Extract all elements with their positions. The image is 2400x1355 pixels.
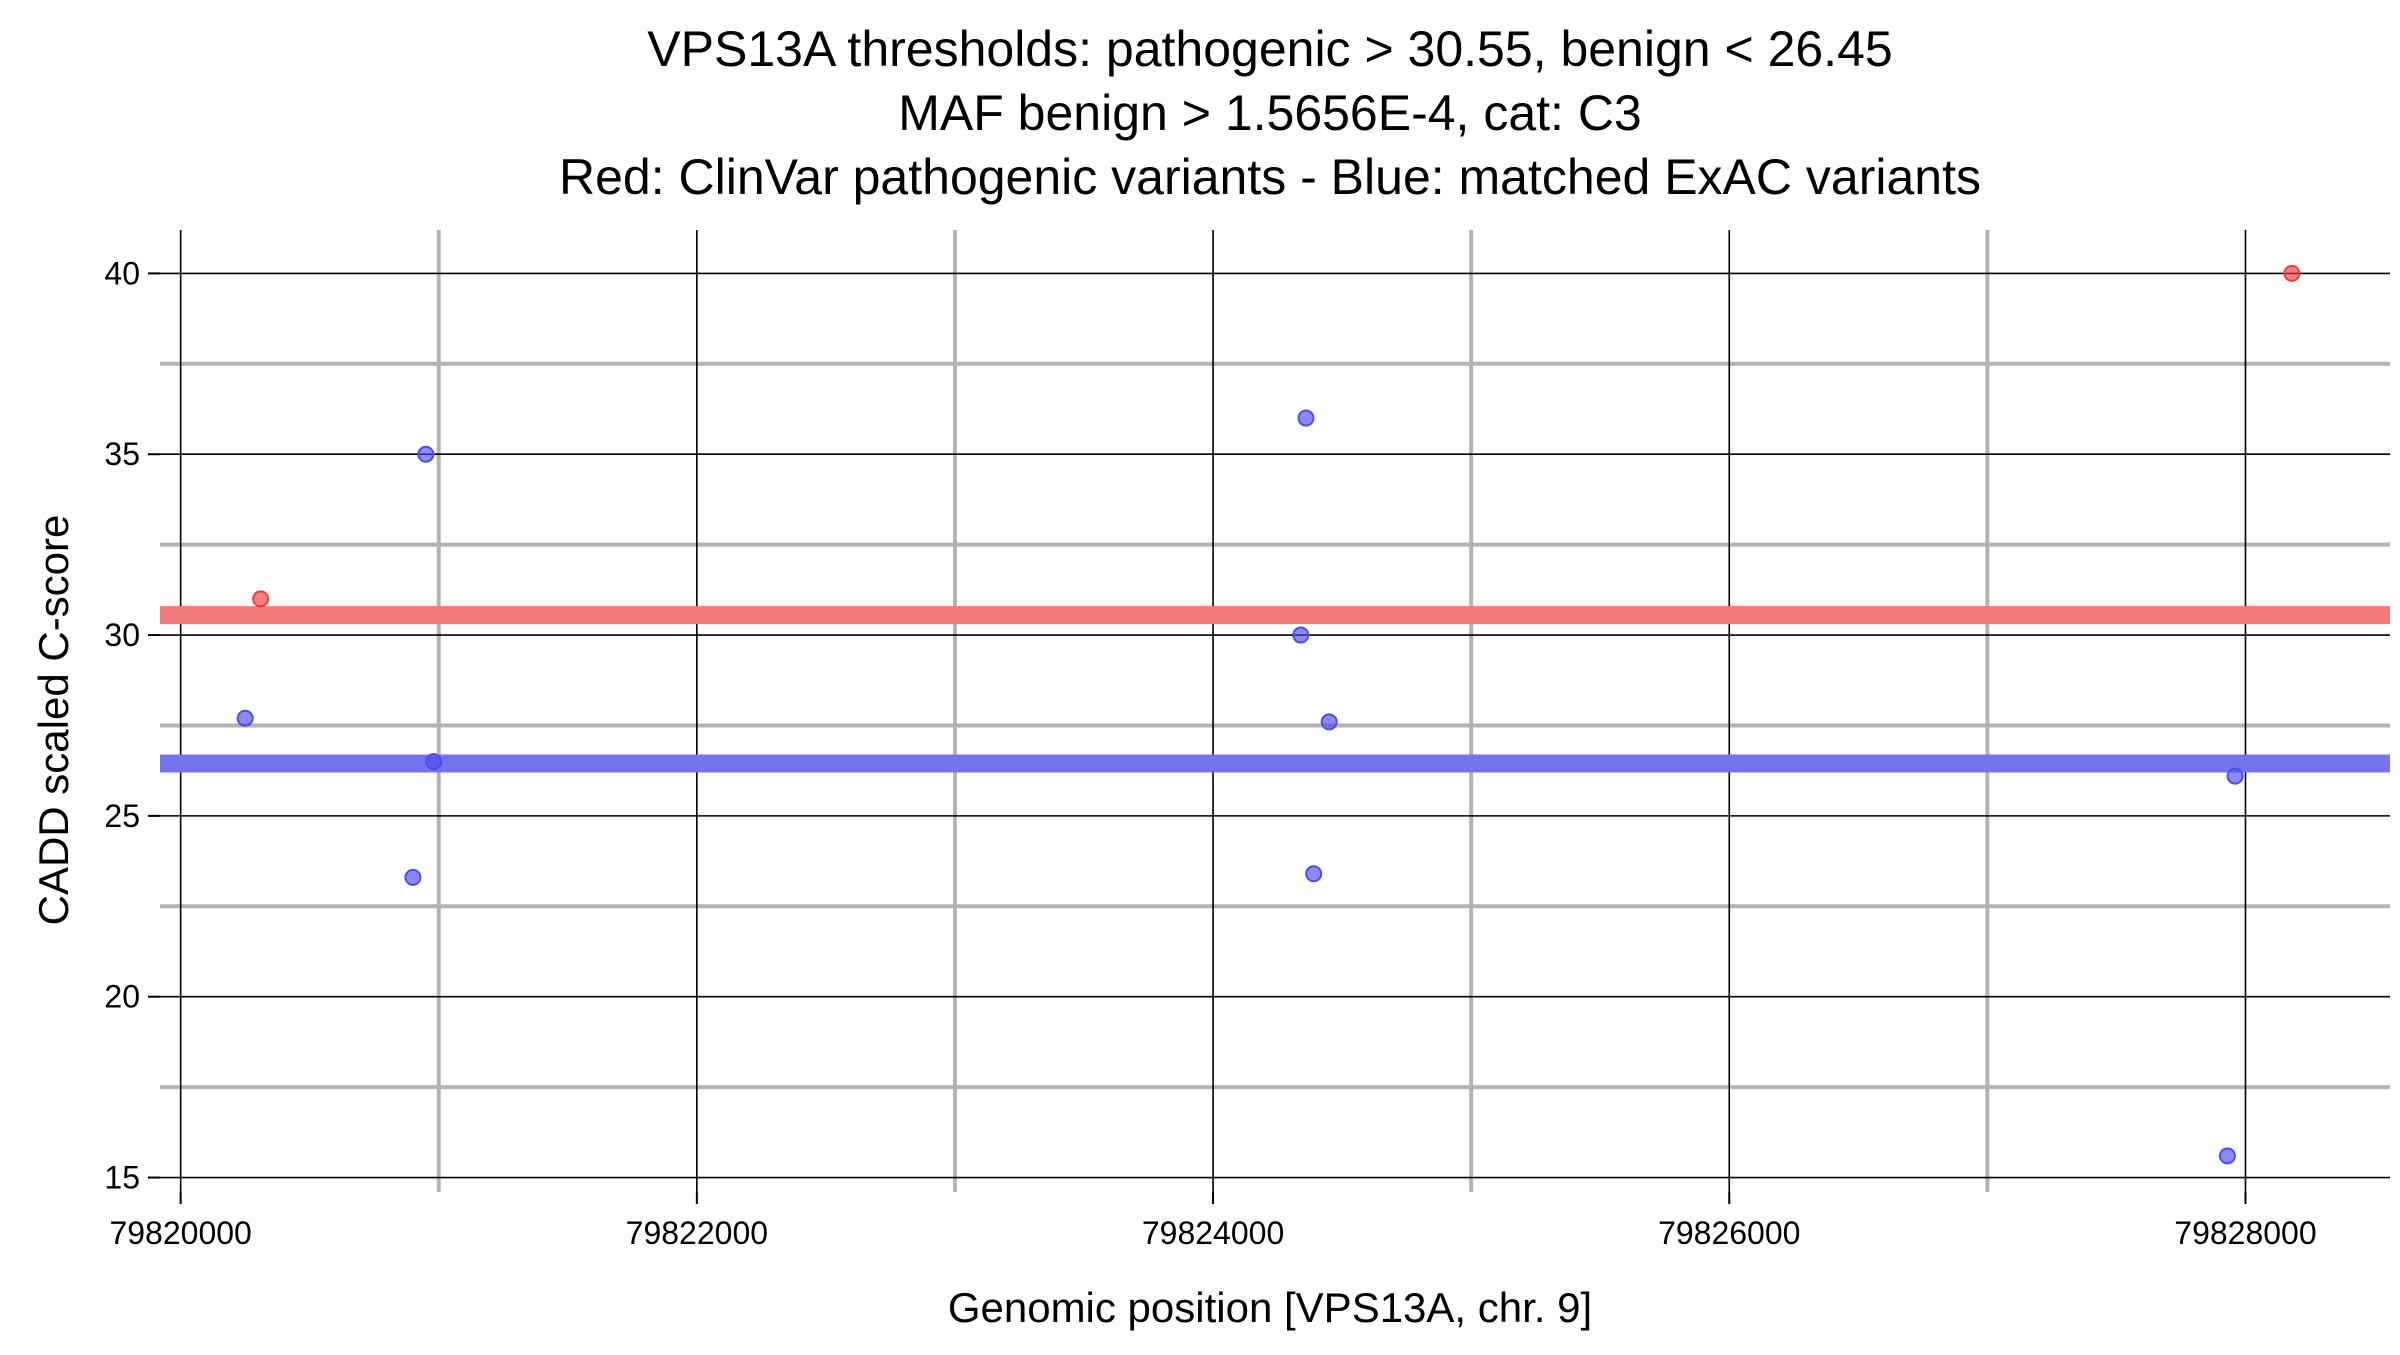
x-tick-label: 79824000 xyxy=(1142,1215,1284,1251)
y-axis-title: CADD scaled C-score xyxy=(30,515,77,926)
y-tick-label: 25 xyxy=(104,798,140,834)
chart-title-line-3: Red: ClinVar pathogenic variants - Blue:… xyxy=(559,149,1981,205)
data-points xyxy=(236,264,2301,1165)
threshold-lines xyxy=(160,606,2390,773)
chart-title-line-1: VPS13A thresholds: pathogenic > 30.55, b… xyxy=(647,21,1892,77)
exac-variant-point xyxy=(425,753,443,771)
y-tick-label: 30 xyxy=(104,617,140,653)
clinvar-pathogenic-point xyxy=(2283,264,2301,282)
x-axis: 79820000 79822000 79824000 79826000 79828000 xyxy=(109,1192,2317,1251)
exac-variant-point xyxy=(1297,409,1315,427)
exac-variant-point xyxy=(236,709,254,727)
y-axis: 15 20 25 30 35 40 xyxy=(104,255,160,1196)
exac-variant-point xyxy=(417,445,435,463)
y-tick-label: 35 xyxy=(104,436,140,472)
x-tick-label: 79828000 xyxy=(2174,1215,2316,1251)
major-gridlines xyxy=(160,230,2390,1192)
y-tick-label: 15 xyxy=(104,1160,140,1196)
chart-title-line-2: MAF benign > 1.5656E-4, cat: C3 xyxy=(898,85,1641,141)
chart-title: VPS13A thresholds: pathogenic > 30.55, b… xyxy=(559,21,1981,205)
y-tick-label: 20 xyxy=(104,979,140,1015)
exac-variant-point xyxy=(1292,626,1310,644)
x-tick-label: 79820000 xyxy=(109,1215,251,1251)
exac-variant-point xyxy=(2226,767,2244,785)
x-tick-label: 79822000 xyxy=(626,1215,768,1251)
clinvar-pathogenic-point xyxy=(252,590,270,608)
x-tick-label: 79826000 xyxy=(1658,1215,1800,1251)
y-tick-label: 40 xyxy=(104,255,140,291)
x-axis-title: Genomic position [VPS13A, chr. 9] xyxy=(948,1284,1592,1331)
exac-variant-point xyxy=(1320,713,1338,731)
exac-variant-point xyxy=(404,868,422,886)
exac-variant-point xyxy=(1305,865,1323,883)
minor-gridlines xyxy=(160,230,2390,1192)
exac-variant-point xyxy=(2218,1147,2236,1165)
